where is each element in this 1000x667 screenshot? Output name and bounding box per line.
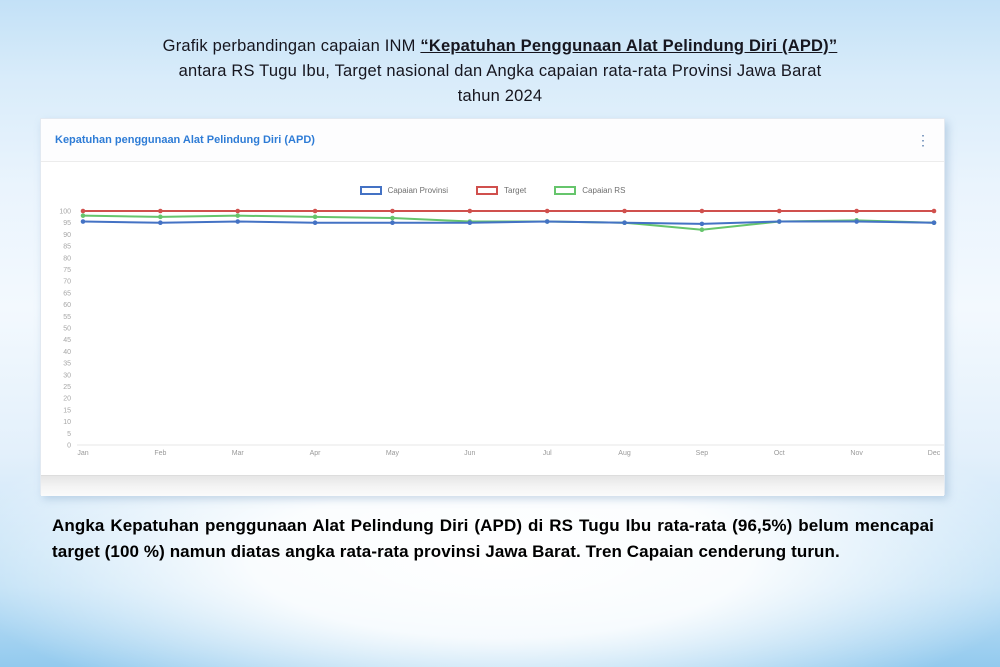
- slide-title-prefix: Grafik perbandingan capaian INM: [162, 37, 421, 55]
- y-axis-tick: 75: [63, 267, 71, 274]
- data-point: [699, 208, 705, 214]
- legend-item-1[interactable]: Target: [476, 186, 526, 195]
- y-axis-tick: 20: [63, 396, 71, 403]
- data-point: [854, 208, 859, 214]
- legend-swatch: [359, 186, 382, 195]
- legend-label: Target: [504, 186, 527, 195]
- x-axis-tick: Dec: [928, 450, 941, 457]
- y-axis-tick: 65: [63, 290, 71, 297]
- y-axis-tick: 25: [63, 384, 71, 391]
- data-point: [776, 208, 782, 214]
- legend-label: Capaian RS: [582, 186, 626, 195]
- slide-title-highlight: “Kepatuhan Penggunaan Alat Pelindung Dir…: [420, 37, 838, 55]
- legend-swatch: [554, 186, 577, 195]
- y-axis-tick: 30: [63, 372, 71, 379]
- x-axis-tick: Oct: [774, 450, 785, 457]
- x-axis-tick: Mar: [232, 450, 245, 457]
- data-point: [622, 208, 627, 214]
- chart-card-footer: [41, 475, 944, 496]
- legend-swatch: [476, 186, 499, 195]
- line-chart: 0 5 10 15 20 25 30 35 40 45 50 55 60 65 70 75 80 85 90 95 10…: [59, 208, 944, 457]
- data-point: [158, 214, 163, 220]
- y-axis-tick: 80: [63, 255, 71, 262]
- x-axis-tick: Jul: [543, 450, 552, 457]
- y-axis-tick: 10: [63, 419, 71, 426]
- y-axis-tick: 0: [67, 443, 71, 450]
- data-point: [544, 219, 550, 224]
- data-point: [390, 215, 395, 221]
- y-axis-tick: 45: [63, 337, 71, 344]
- legend-item-2[interactable]: Capaian RS: [554, 186, 625, 195]
- data-point: [854, 219, 859, 224]
- data-point: [699, 227, 705, 233]
- kebab-menu-icon[interactable]: ⋮: [916, 132, 930, 148]
- slide-title-line3: tahun 2024: [457, 87, 543, 105]
- y-axis-tick: 55: [63, 314, 71, 321]
- x-axis-tick: Aug: [618, 450, 631, 457]
- data-point: [312, 214, 318, 220]
- data-point: [158, 208, 163, 214]
- data-point: [699, 221, 705, 227]
- series-line-0: [82, 220, 935, 225]
- data-point: [467, 208, 473, 214]
- data-point: [80, 208, 86, 214]
- x-axis-tick: May: [386, 450, 400, 457]
- data-point: [80, 219, 86, 224]
- data-point: [544, 208, 550, 214]
- data-point: [390, 208, 395, 214]
- chart-plot-area: Capaian Provinsi Target Capaian RS 0 5 10 15 2…: [41, 162, 944, 475]
- y-axis-tick: 35: [63, 361, 71, 368]
- data-point: [235, 213, 241, 218]
- y-axis-tick: 50: [63, 326, 71, 333]
- x-axis-tick: Nov: [850, 450, 863, 457]
- chart-legend: Capaian Provinsi Target Capaian RS: [41, 186, 944, 195]
- slide-title-line1: Grafik perbandingan capaian INM “Kepatuh…: [0, 34, 1000, 59]
- data-point: [312, 208, 318, 214]
- y-axis-tick: 40: [63, 349, 71, 356]
- y-axis-tick: 5: [67, 431, 71, 438]
- slide-title-line2: antara RS Tugu Ibu, Target nasional dan …: [178, 62, 822, 80]
- y-axis-tick: 95: [63, 220, 71, 227]
- data-point: [235, 208, 241, 214]
- data-point: [158, 220, 163, 225]
- y-axis-tick: 60: [63, 302, 71, 309]
- data-point: [776, 219, 782, 224]
- y-axis-tick: 15: [63, 407, 71, 414]
- chart-card: Kepatuhan penggunaan Alat Pelindung Diri…: [40, 118, 945, 496]
- data-point: [235, 219, 241, 224]
- data-point: [80, 213, 86, 218]
- data-point: [312, 220, 318, 225]
- y-axis-tick: 85: [63, 244, 71, 251]
- y-axis-tick: 70: [63, 279, 71, 286]
- chart-card-header: Kepatuhan penggunaan Alat Pelindung Diri…: [41, 119, 944, 162]
- chart-card-title: Kepatuhan penggunaan Alat Pelindung Diri…: [55, 134, 315, 146]
- x-axis-tick: Jan: [77, 450, 88, 457]
- data-point: [931, 220, 937, 225]
- data-point: [622, 220, 627, 225]
- data-point: [931, 208, 937, 214]
- data-point: [390, 220, 395, 225]
- y-axis-tick: 90: [63, 232, 71, 239]
- x-axis-tick: Apr: [310, 450, 322, 457]
- analysis-text: Angka Kepatuhan penggunaan Alat Pelindun…: [52, 516, 934, 561]
- x-axis-tick: Sep: [696, 450, 709, 457]
- data-point: [467, 220, 473, 225]
- slide-title: Grafik perbandingan capaian INM “Kepatuh…: [0, 34, 1000, 109]
- x-axis-tick: Jun: [464, 450, 475, 457]
- legend-item-0[interactable]: Capaian Provinsi: [359, 186, 449, 195]
- y-axis-tick: 100: [59, 209, 71, 216]
- x-axis-tick: Feb: [154, 450, 166, 457]
- legend-label: Capaian Provinsi: [387, 186, 449, 195]
